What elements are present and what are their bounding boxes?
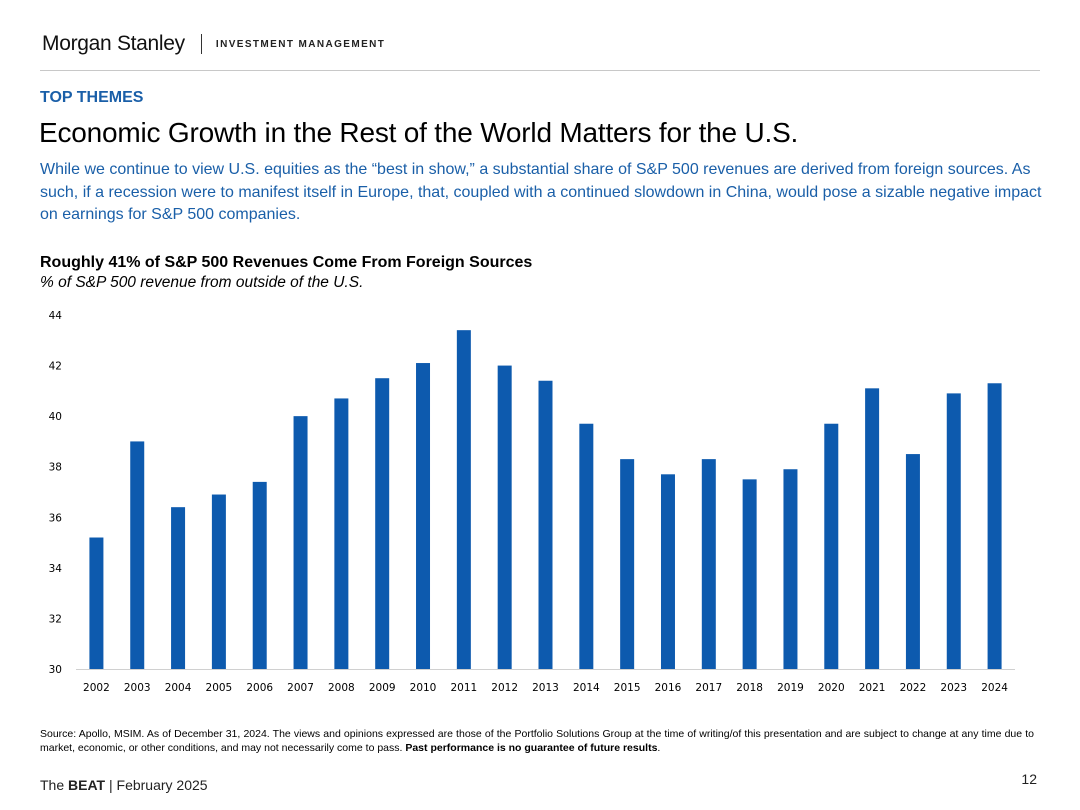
section-label: TOP THEMES [40,89,144,106]
footer-date: February 2025 [116,777,208,793]
chart-title: Roughly 41% of S&P 500 Revenues Come Fro… [40,254,533,271]
source-note: Source: Apollo, MSIM. As of December 31,… [40,728,1034,755]
x-tick-label: 2008 [328,682,355,694]
bar-2009 [375,378,390,669]
x-tick-label: 2024 [981,682,1008,694]
footer-prefix: The [40,777,65,793]
revenue-bar-chart: 30 32 34 36 38 40 42 44 2002 2003 2004 2005 2006 2007… [49,310,1015,694]
bar-2002 [89,537,104,669]
source-text: Source: Apollo, MSIM. As of December 31,… [40,728,1034,754]
bar-2013 [538,380,553,669]
footer-publication: The BEAT | February 2025 [40,777,208,793]
x-tick-label: 2007 [287,682,314,694]
morgan-stanley-logo: Morgan Stanley [42,32,185,55]
y-tick-label: 36 [49,512,63,524]
y-tick-label: 38 [49,462,62,474]
header-rule [40,70,1040,71]
footer-brand: BEAT [68,777,106,793]
x-tick-label: 2009 [369,682,396,694]
bar-2018 [742,479,757,669]
x-tick-label: 2022 [900,682,927,694]
x-tick-label: 2015 [614,682,641,694]
x-tick-label: 2010 [410,682,437,694]
y-tick-label: 30 [49,664,62,676]
bar-2010 [416,363,431,669]
x-tick-label: 2004 [165,682,192,694]
footer-separator: | [108,777,113,793]
bar-2015 [620,459,635,669]
x-tick-label: 2021 [859,682,886,694]
intro-paragraph: While we continue to view U.S. equities … [40,161,1042,223]
x-tick-label: 2016 [655,682,682,694]
page-title: Economic Growth in the Rest of the World… [39,117,799,148]
bar-2017 [701,459,716,669]
bar-2021 [865,388,880,669]
bar-2023 [946,393,961,669]
bar-2007 [293,416,308,669]
x-tick-label: 2013 [532,682,559,694]
bar-2022 [905,454,920,669]
x-tick-label: 2005 [206,682,233,694]
y-tick-label: 40 [49,411,62,423]
page-number: 12 [1021,771,1037,787]
bar-2005 [211,494,226,669]
bar-2024 [987,383,1002,669]
bar-2012 [497,365,512,669]
business-unit-label: INVESTMENT MANAGEMENT [215,38,386,50]
disclaimer-bold: Past performance is no guarantee of futu… [405,741,658,754]
bar-2019 [783,469,798,669]
x-tick-label: 2012 [491,682,518,694]
y-tick-label: 44 [49,310,63,322]
bar-2006 [252,481,267,669]
bar-2004 [171,507,186,669]
y-tick-label: 42 [49,361,62,373]
x-tick-label: 2002 [83,682,110,694]
x-tick-label: 2023 [940,682,967,694]
bar-2014 [579,423,594,669]
bar-2020 [824,423,839,669]
x-tick-label: 2011 [450,682,477,694]
bar-2003 [130,441,145,669]
x-tick-label: 2017 [695,682,722,694]
brand-header: Morgan Stanley INVESTMENT MANAGEMENT [42,30,385,58]
y-tick-label: 34 [49,563,63,575]
chart-subtitle: % of S&P 500 revenue from outside of the… [40,274,364,291]
bar-2011 [456,330,471,669]
x-tick-label: 2018 [736,682,763,694]
x-tick-label: 2006 [246,682,273,694]
y-tick-label: 32 [49,613,62,625]
bar-2008 [334,398,349,669]
brand-divider [200,34,202,54]
source-end: . [657,741,661,754]
x-tick-label: 2014 [573,682,600,694]
x-tick-label: 2020 [818,682,845,694]
x-tick-label: 2003 [124,682,151,694]
bar-2016 [660,474,675,669]
x-tick-label: 2019 [777,682,804,694]
